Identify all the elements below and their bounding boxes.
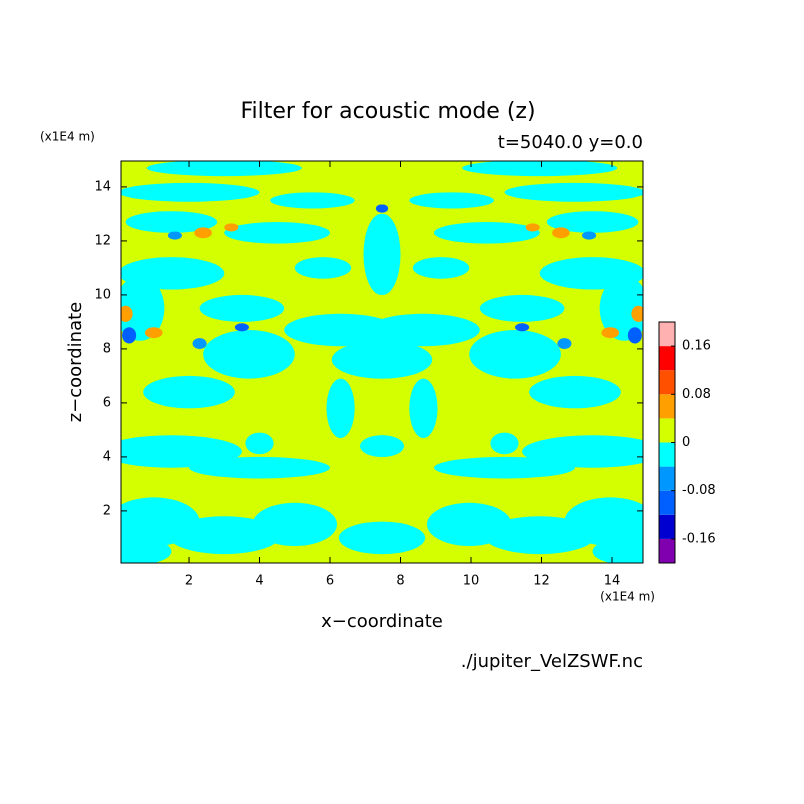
field-region [338, 521, 424, 555]
y-tick-label: 10 [94, 287, 111, 302]
field-region [125, 211, 218, 233]
field-region [367, 313, 480, 347]
field-region [270, 192, 355, 209]
field-region [504, 182, 643, 202]
x-unit: (x1E4 m) [600, 590, 655, 604]
field-region [144, 327, 163, 339]
colorbar-segment [659, 322, 675, 347]
field-region [409, 192, 494, 209]
field-region [199, 294, 285, 322]
y-tick-label: 14 [94, 179, 111, 194]
field-region [121, 182, 260, 202]
y-tick-label: 6 [103, 395, 111, 410]
x-tick-label: 12 [533, 574, 550, 589]
field-region [224, 223, 239, 232]
field-region [359, 435, 403, 457]
field-region [515, 323, 530, 332]
field-region [433, 456, 575, 479]
field-region [284, 313, 397, 347]
field-region [189, 456, 331, 479]
colorbar-segment [659, 394, 675, 419]
field-region [245, 432, 274, 455]
field-region [631, 305, 643, 322]
colorbar-segment [659, 370, 675, 395]
field-region [546, 211, 639, 233]
field-region [582, 231, 597, 240]
field-region [552, 227, 570, 239]
y-tick-label: 2 [103, 503, 111, 518]
colorbar-tick-label: -0.16 [682, 531, 716, 546]
field-region [483, 516, 597, 555]
chart-title: Filter for acoustic mode (z) [240, 99, 535, 124]
colorbar-tick-label: 0 [682, 435, 690, 450]
colorbar-tick-label: -0.08 [682, 483, 716, 498]
field-region [326, 378, 355, 438]
plot-frame [120, 160, 644, 564]
field-region [592, 537, 643, 563]
colorbar-segment [659, 466, 675, 491]
colorbar-segment [659, 514, 675, 539]
field-region [121, 305, 133, 322]
x-tick-label: 4 [255, 574, 263, 589]
colorbar-segment [659, 418, 675, 443]
x-tick-label: 8 [396, 574, 404, 589]
y-unit: (x1E4 m) [40, 130, 95, 144]
field-region [294, 257, 352, 279]
field-region [194, 227, 212, 239]
colorbar-segment [659, 538, 675, 563]
field-region [627, 327, 642, 344]
field-region [122, 327, 137, 344]
field-region [522, 435, 643, 468]
field-region [234, 323, 249, 332]
field-region [331, 340, 431, 379]
y-axis-label: z−coordinate [65, 302, 86, 423]
colorbar-tick-label: 0.08 [682, 387, 711, 402]
field-region [599, 276, 643, 341]
x-tick-label: 2 [185, 574, 193, 589]
field-region [529, 375, 621, 409]
field-region [409, 378, 438, 438]
field-region [412, 257, 470, 279]
field-region [433, 222, 540, 244]
field-region [146, 161, 302, 177]
field-region [557, 338, 572, 349]
field-region [525, 223, 540, 232]
field-region [469, 330, 561, 379]
field-region [121, 537, 172, 563]
x-axis-label: x−coordinate [321, 611, 443, 632]
field-region [121, 276, 165, 341]
field-region [479, 294, 565, 322]
field-region [601, 327, 620, 339]
field-region [192, 338, 207, 349]
y-tick-label: 8 [103, 341, 111, 356]
field-region [203, 330, 295, 379]
colorbar-segment [659, 346, 675, 371]
field-region [167, 516, 281, 555]
field-region [121, 435, 242, 468]
chart-subtitle: t=5040.0 y=0.0 [498, 132, 643, 153]
field-region [143, 375, 235, 409]
colorbar-segment [659, 442, 675, 467]
x-tick-label: 10 [463, 574, 480, 589]
x-tick-label: 6 [326, 574, 334, 589]
y-tick-label: 12 [94, 233, 111, 248]
field-region [224, 222, 331, 244]
field-region [462, 161, 618, 177]
field-region [167, 231, 182, 240]
field-region [490, 432, 519, 455]
field-region [363, 213, 399, 295]
contour-field [121, 161, 643, 563]
source-label: ./jupiter_VelZSWF.nc [461, 651, 643, 672]
colorbar-tick-label: 0.16 [682, 339, 711, 354]
colorbar-segment [659, 490, 675, 515]
x-tick-label: 14 [604, 574, 621, 589]
field-region [252, 502, 338, 546]
field-region [375, 204, 387, 213]
field-region [426, 502, 512, 546]
y-tick-label: 4 [103, 449, 111, 464]
